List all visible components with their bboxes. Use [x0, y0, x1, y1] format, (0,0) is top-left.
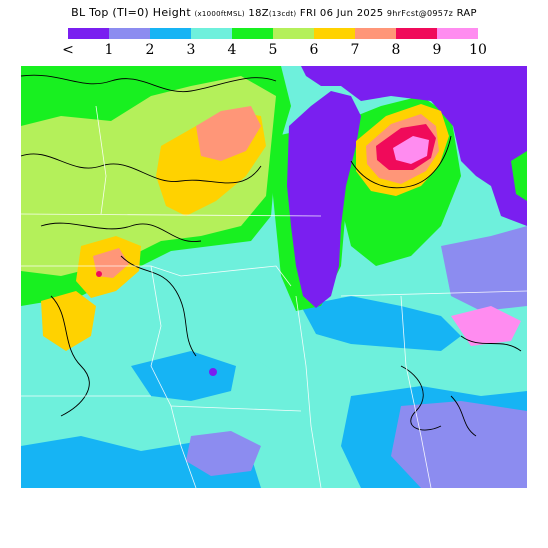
contour-line [50, 295, 90, 417]
scale-tick-label: 6 [309, 42, 319, 58]
color-swatch-2 [150, 28, 191, 39]
field-2-kft-a [131, 351, 236, 401]
boundary-line [340, 290, 527, 297]
map-title: BL Top (TI=0) Height (x1000ftMSL) 18Z(13… [0, 6, 548, 19]
color-swatch-9 [437, 28, 478, 39]
lake-superior-huron [301, 66, 527, 226]
field-2-kft-c [301, 296, 461, 351]
field-1-kft-east [441, 226, 527, 311]
field-7-kft-b [93, 248, 129, 278]
field-4-kft-north [21, 66, 81, 96]
boundary-line [21, 213, 322, 217]
scale-tick-label: 9 [432, 42, 442, 58]
field-9-kft-east [451, 306, 521, 346]
title-init: 9hrFcst@0957z [386, 9, 454, 18]
scale-tick-label: 2 [145, 42, 155, 58]
color-swatch-0 [68, 28, 109, 39]
title-time: 18Z [248, 8, 269, 19]
contour-line [120, 255, 197, 357]
scale-tick-label: 7 [350, 42, 360, 58]
boundary-line [295, 295, 322, 488]
field-9-kft-michigan [393, 136, 429, 164]
color-swatch-8 [396, 28, 437, 39]
state-boundaries [21, 105, 527, 488]
boundary-line [21, 265, 292, 287]
boundary-line [170, 405, 302, 412]
lake-michigan [287, 91, 361, 308]
color-scale-ticks: <1 2 3 4 5 6 7 8 9 10 [0, 42, 548, 58]
contour-line [40, 222, 202, 242]
title-main: BL Top (TI=0) Height [71, 6, 191, 19]
color-swatch-4 [232, 28, 273, 39]
field-1-kft-patch [186, 431, 261, 476]
color-swatch-1 [109, 28, 150, 39]
field-7-kft-a [196, 106, 261, 161]
scale-tick-label: 5 [268, 42, 278, 58]
contour-line [450, 395, 477, 437]
scale-tick-label: 3 [186, 42, 196, 58]
field-1-kft-southeast [391, 401, 527, 488]
forecast-field-map [21, 66, 527, 488]
scale-tick-label: 1 [104, 42, 114, 58]
contour-line [350, 135, 452, 189]
map-panel [21, 66, 527, 488]
field-6-kft-c [41, 291, 96, 351]
contour-line [21, 153, 262, 184]
scale-tick-label: 8 [391, 42, 401, 58]
title-local-time: (13cdt) [268, 10, 297, 18]
color-swatch-3 [191, 28, 232, 39]
contour-line [460, 335, 522, 352]
contour-line [21, 74, 277, 93]
color-swatch-6 [314, 28, 355, 39]
boundary-line [95, 105, 107, 215]
title-units: (x1000ftMSL) [194, 10, 245, 18]
contour-lines [21, 74, 522, 437]
scale-tick-label: 10 [469, 42, 487, 58]
title-model: RAP [456, 8, 477, 19]
boundary-line [400, 295, 432, 488]
field-spot-b [96, 271, 102, 277]
field-4-kft-east-edge [511, 151, 527, 201]
title-date: FRI 06 Jun 2025 [299, 8, 384, 19]
color-scale-bar [68, 28, 478, 39]
field-spot-a [209, 368, 217, 376]
scale-tick-label: < [62, 42, 74, 58]
boundary-line [150, 265, 197, 488]
color-swatch-5 [273, 28, 314, 39]
scale-tick-label: 4 [227, 42, 237, 58]
color-swatch-7 [355, 28, 396, 39]
